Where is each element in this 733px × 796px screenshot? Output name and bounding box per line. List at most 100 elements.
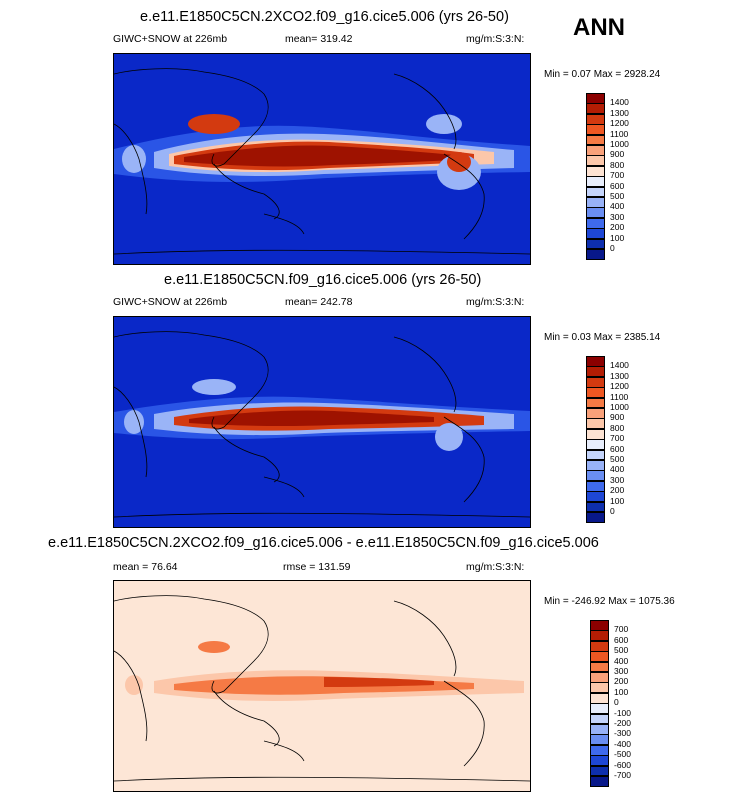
colorbar-tick-label: 400 [610,201,625,212]
colorbar-swatch [586,470,605,482]
colorbar-swatch [586,501,605,513]
colorbar-swatch [586,376,605,388]
panel1-variable-label: GIWC+SNOW at 226mb [113,33,228,45]
colorbar-swatch [590,724,609,735]
panel3-colorbar: 700 600 500 400 300 200 100 0 -100 -200 -300 -400 -5… [590,620,650,787]
colorbar-swatch [586,449,605,461]
colorbar-tick-label: 400 [610,464,625,475]
colorbar-swatch [586,113,605,125]
colorbar-tick-label: 600 [610,443,625,454]
panel3-map-plot [114,581,530,791]
colorbar-tick-label: 700 [610,433,625,444]
panel2-map [113,316,531,528]
colorbar-swatch [586,186,605,198]
panel1-units-label: mg/m:S:3:N: [466,33,525,45]
colorbar-tick-label: 1100 [610,391,629,402]
colorbar-swatch [586,155,605,167]
colorbar-tick-label: 700 [614,624,629,635]
panel1-min-max: Min = 0.07 Max = 2928.24 [544,69,660,80]
colorbar-tick-label: -200 [614,718,632,728]
colorbar-tick-label: 700 [610,170,625,181]
colorbar-tick-label: 1200 [610,381,629,392]
colorbar-swatch [586,460,605,471]
panel2-max-value: 2385.14 [624,332,661,343]
panel1-min-label: Min = [544,69,569,80]
colorbar-swatch [586,207,605,219]
colorbar-swatch [590,672,609,683]
panel3-units-label: mg/m:S:3:N: [466,561,525,573]
panel3-min-label: Min = [544,596,569,607]
panel2-colorbar: 1400 1300 1200 1100 1000 900 800 700 600 500 400 30… [586,356,646,523]
colorbar-swatch [586,397,605,409]
colorbar-tick-label: 400 [614,655,629,666]
panel1-mean-label: mean= 319.42 [285,33,353,45]
colorbar-swatch [586,228,605,240]
colorbar-tick-label: 0 [610,506,615,516]
colorbar-swatch [586,387,605,399]
colorbar-tick-label: 1400 [610,97,629,108]
panel3-rmse-label: rmse = 131.59 [283,561,351,573]
colorbar-swatch [586,366,605,378]
colorbar-tick-label: 1300 [610,107,629,118]
colorbar-tick-label: 800 [610,159,625,170]
colorbar-swatch [586,176,605,188]
colorbar-swatch [590,765,609,777]
colorbar-swatch [586,217,605,229]
panel2-min-label: Min = [544,332,569,343]
colorbar-swatch [586,480,605,492]
colorbar-tick-label: 0 [614,697,619,708]
colorbar-swatch [586,408,605,419]
panel2-units-label: mg/m:S:3:N: [466,296,525,308]
colorbar-swatch [590,661,609,673]
colorbar-swatch [590,755,609,767]
colorbar-tick-label: 1200 [610,118,629,129]
colorbar-tick-label: 600 [614,634,629,645]
panel2-min-value: 0.03 [571,332,591,343]
season-label: ANN [573,14,625,41]
colorbar-swatch [586,491,605,503]
colorbar-tick-label: 900 [610,412,625,423]
colorbar-tick-label: 1300 [610,370,629,381]
panel3-min-value: -246.92 [571,596,606,607]
colorbar-swatch [590,713,609,725]
panel3-title: e.e11.E1850C5CN.2XCO2.f09_g16.cice5.006 … [48,535,599,551]
colorbar-swatch [590,734,609,746]
colorbar-swatch [586,134,605,146]
panel2-mean-label: mean= 242.78 [285,296,353,308]
colorbar-tick-label: 200 [610,485,625,496]
colorbar-tick-label: 200 [610,222,625,233]
colorbar-tick-label: 200 [614,676,629,687]
panel2-map-plot [114,317,530,527]
colorbar-tick-label: 800 [610,422,625,433]
panel1-title: e.e11.E1850C5CN.2XCO2.f09_g16.cice5.006 … [140,9,509,25]
colorbar-tick-label: -500 [614,749,632,760]
colorbar-tick-label: 500 [610,191,625,201]
colorbar-swatch [586,197,605,208]
colorbar-tick-label: 1100 [610,128,629,139]
panel3-max-value: 1075.36 [638,596,675,607]
panel3-map [113,580,531,792]
panel1-map-plot [114,54,530,264]
colorbar-swatch [586,439,605,451]
colorbar-tick-label: 500 [614,645,629,656]
colorbar-tick-label: 600 [610,180,625,191]
colorbar-swatch [590,744,609,756]
panel3-min-max: Min = -246.92 Max = 1075.36 [544,596,675,607]
colorbar-tick-label: 100 [610,232,625,243]
colorbar-swatch [586,428,605,440]
panel2-max-label: Max = [593,332,622,343]
panel1-map [113,53,531,265]
colorbar-tick-label: 100 [610,495,625,506]
colorbar-tick-label: -300 [614,728,632,739]
colorbar-swatch [586,238,605,250]
colorbar-swatch [586,165,605,177]
colorbar-tick-label: 0 [610,243,615,253]
colorbar-swatch [586,124,605,136]
colorbar-tick-label: -100 [614,707,632,718]
colorbar-tick-label: 1000 [610,139,629,149]
panel3-mean-label: mean = 76.64 [113,561,178,573]
colorbar-swatch [590,640,609,652]
colorbar-swatch [590,630,609,642]
panel2-min-max: Min = 0.03 Max = 2385.14 [544,332,660,343]
colorbar-tick-label: -400 [614,738,632,749]
